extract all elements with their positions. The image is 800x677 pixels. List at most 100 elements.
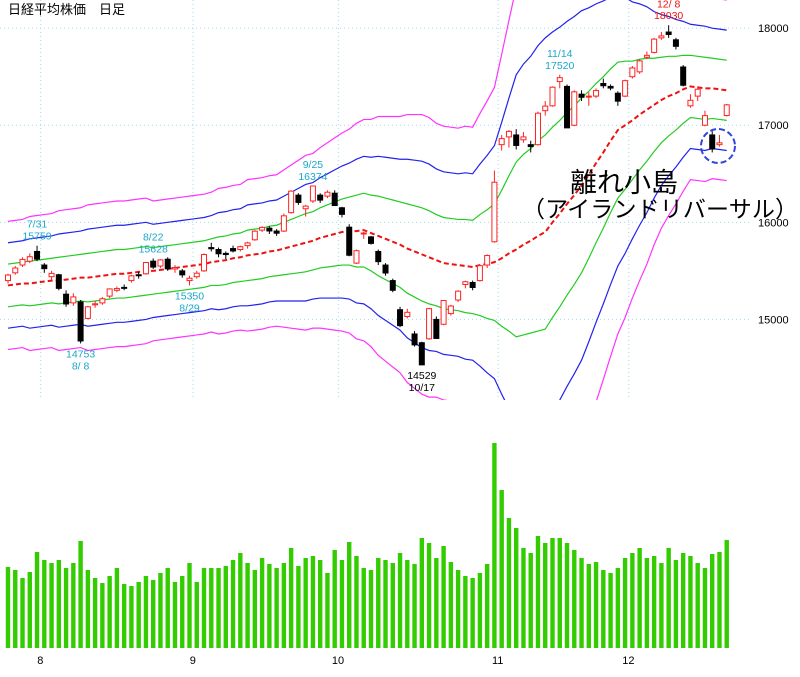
volume-bar (339, 560, 345, 648)
volume-bar (71, 563, 76, 648)
candle-body (106, 288, 113, 297)
volume-bar (499, 490, 504, 648)
volume-bar (601, 570, 606, 648)
volume-bar (477, 573, 483, 648)
candle-body (498, 138, 505, 146)
candle-body (571, 91, 578, 126)
volume-bar (209, 568, 214, 648)
extreme-label: 12/ 8 (657, 0, 681, 10)
volume-bar (426, 543, 432, 648)
extreme-label: 15628 (139, 243, 168, 255)
volume-bar (201, 568, 207, 648)
candle-body (723, 104, 730, 117)
band-line (7, 178, 727, 400)
extreme-label: 7/31 (27, 219, 48, 231)
volume-bar (114, 568, 120, 648)
volume-bar (317, 560, 323, 648)
volume-bar (49, 563, 54, 648)
candle-body (55, 274, 62, 289)
candle-body (447, 305, 454, 315)
volume-bar (710, 554, 715, 648)
candle-body (77, 301, 84, 342)
extreme-label: 8/29 (179, 302, 200, 314)
volume-bar (484, 564, 490, 648)
volume-bar (593, 562, 599, 648)
volume-bar (27, 572, 32, 648)
volume-bar (651, 556, 657, 648)
volume-bar (42, 560, 47, 648)
volume-bar (267, 564, 272, 648)
candle-body (622, 80, 629, 97)
volume-bar (296, 566, 301, 648)
candle-body (295, 194, 302, 203)
x-tick-label: 12 (622, 655, 634, 667)
volume-bar (34, 552, 40, 648)
extreme-label: 15759 (22, 231, 51, 243)
extreme-label: 17520 (545, 60, 574, 72)
volume-bar (100, 583, 105, 648)
volume-bar (63, 568, 69, 648)
volume-bar (361, 568, 366, 648)
volume-bar (608, 573, 613, 648)
volume-bar (543, 543, 548, 648)
extreme-label: 8/ 8 (72, 360, 90, 372)
candle-body (135, 274, 142, 277)
candle-body (266, 227, 273, 232)
x-tick-label: 9 (190, 655, 196, 667)
volume-bar (325, 573, 330, 648)
candle-body (113, 288, 120, 291)
candle-body (128, 275, 135, 282)
volume-bar (347, 542, 352, 648)
volume-bar (724, 540, 729, 648)
candle-body (150, 260, 157, 268)
candle-body (716, 142, 723, 146)
candle-body (564, 85, 571, 129)
volume-bar (673, 560, 679, 648)
volume-bar (434, 558, 439, 648)
volume-bar (230, 560, 236, 648)
candle-body (5, 274, 11, 282)
candle-body (230, 248, 237, 252)
candle-body (346, 226, 353, 256)
volume-bar (506, 518, 512, 648)
candle-body (505, 130, 512, 138)
band-line (7, 116, 727, 338)
candle-body (121, 286, 128, 289)
candle-body (665, 31, 672, 35)
volume (5, 443, 729, 648)
candle-body (360, 232, 367, 235)
volume-bar (151, 580, 156, 648)
candle-body (273, 230, 280, 234)
candle-body (534, 112, 541, 146)
volume-bar (397, 553, 403, 648)
candle-body (651, 38, 658, 53)
volume-bar (455, 570, 461, 648)
volume-bar (107, 576, 112, 648)
candle-body (411, 333, 418, 346)
extreme-label: 16374 (298, 171, 327, 183)
candle-body (222, 252, 229, 256)
volume-bar (180, 576, 185, 648)
candle-body (331, 192, 338, 207)
x-tick-label: 10 (332, 655, 344, 667)
candle-body (338, 207, 345, 215)
volume-bar (216, 568, 221, 648)
volume-bar (412, 564, 417, 648)
candle-body (99, 298, 106, 304)
candle-body (92, 303, 99, 306)
volume-bar (303, 558, 308, 648)
band-line (7, 147, 727, 400)
volume-bar (165, 568, 170, 648)
candle-body (469, 282, 476, 288)
candle-body (382, 264, 389, 274)
candle-body (520, 136, 527, 141)
volume-bar (557, 538, 562, 648)
volume-bar (332, 550, 337, 648)
candle-body (317, 194, 324, 201)
candle-body (201, 254, 208, 272)
volume-bar (20, 578, 25, 648)
volume-bar (274, 568, 279, 648)
extreme-label: 8/22 (143, 231, 164, 243)
